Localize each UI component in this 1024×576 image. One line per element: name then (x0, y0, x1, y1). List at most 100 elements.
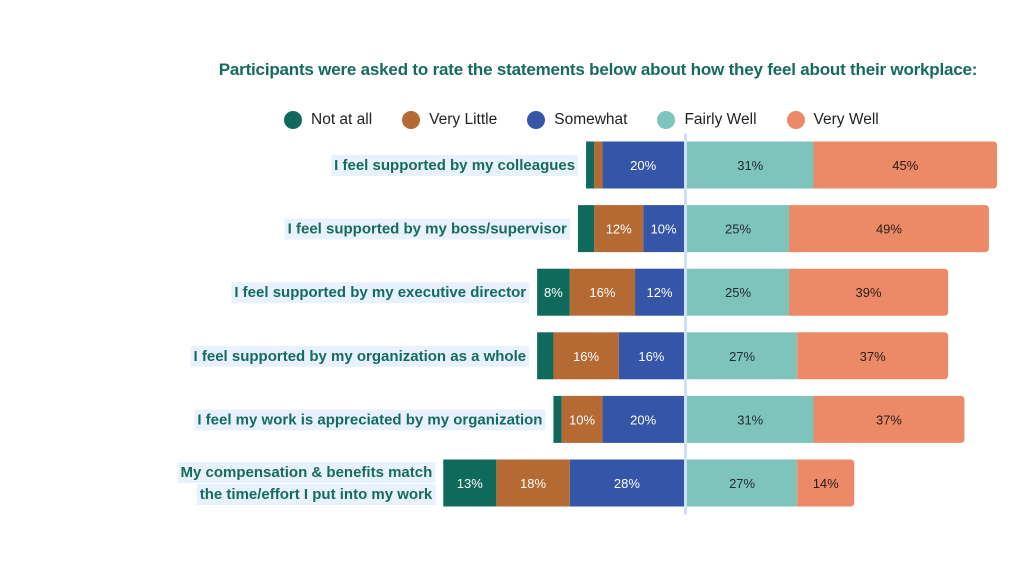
bar-segment-fairly-well (687, 395, 814, 443)
legend-swatch-very-little (402, 111, 421, 129)
legend-swatch-very-well (786, 111, 805, 129)
category-label-highlight (196, 484, 436, 505)
data-label-very-little: 10% (569, 412, 595, 427)
bar-segment-very-little (594, 205, 644, 253)
legend-swatch-not-at-all (284, 111, 302, 129)
bar-segment-not-at-all (443, 459, 497, 507)
category-label: I feel supported by my executive directo… (231, 282, 530, 304)
category-label-text: the time/effort I put into my work (200, 486, 433, 503)
data-label-fairly-well: 25% (725, 285, 751, 300)
data-label-not-at-all: 8% (544, 285, 563, 300)
bar-segment-fairly-well (687, 459, 798, 507)
category-label: I feel supported by my organization as a… (190, 345, 530, 367)
category-label-text: My compensation & benefits match (181, 464, 433, 481)
category-label-highlight (190, 345, 530, 367)
category-label-text: I feel supported by my executive directo… (234, 284, 526, 301)
legend-item-very-well: Very Well (786, 111, 879, 129)
data-label-fairly-well: 31% (737, 412, 763, 427)
category-label: My compensation & benefits match the time… (177, 462, 436, 505)
legend-swatch-somewhat (527, 111, 546, 129)
data-label-very-well: 37% (860, 349, 886, 364)
legend-item-somewhat: Somewhat (527, 111, 627, 129)
bar-segment-not-at-all (537, 268, 570, 316)
bar-segment-very-little (496, 459, 570, 507)
bar-segment-not-at-all (537, 332, 554, 380)
data-label-somewhat: 16% (638, 349, 664, 364)
bar-segment-not-at-all (586, 141, 595, 189)
category-label-text: I feel supported by my colleagues (334, 157, 575, 174)
legend-label: Not at all (311, 111, 373, 128)
data-label-very-little: 12% (606, 222, 632, 237)
bar-segment-not-at-all (577, 205, 595, 253)
bar-row: 28% 18% 13% 27% 14% My compensation & benefit… (177, 459, 855, 507)
chart-title: Participants were asked to rate the stat… (218, 60, 978, 79)
legend: Not at all Very Little Somewhat Fairly W… (284, 111, 909, 129)
bar-segment-very-little (561, 395, 603, 443)
data-label-somewhat: 10% (651, 222, 677, 237)
bar-segment-very-well (797, 459, 855, 507)
bar-segment-fairly-well (687, 268, 789, 316)
legend-label: Very Well (813, 111, 879, 128)
bar-row: 10% 12% 25% 49% I feel supported by my boss/… (284, 205, 989, 253)
bar-segment-fairly-well (687, 141, 814, 189)
bar-row: 12% 16% 8% 25% 39% I feel supported by my exe… (231, 268, 949, 316)
data-label-somewhat: 12% (647, 285, 673, 300)
bar-row: 20% 10% 31% 37% I feel my work is appreciate… (194, 395, 965, 443)
data-label-very-well: 37% (876, 412, 902, 427)
data-label-fairly-well: 27% (729, 349, 755, 364)
legend-item-fairly-well: Fairly Well (657, 111, 757, 129)
bar-segment-fairly-well (687, 205, 789, 253)
category-label-text: I feel my work is appreciated by my orga… (197, 411, 542, 428)
bar-segment-very-well (789, 268, 949, 316)
data-label-very-well: 39% (856, 285, 882, 300)
bar-row: 20% 31% 45% I feel supported by my colleagu… (331, 141, 998, 189)
category-label-highlight (331, 155, 579, 176)
category-label: I feel my work is appreciated by my orga… (194, 409, 546, 431)
bar-segment-somewhat (602, 141, 684, 189)
bar-segment-very-well (813, 141, 998, 189)
category-label-highlight (194, 409, 546, 431)
bar-segment-somewhat (602, 395, 684, 443)
category-label-highlight (284, 218, 571, 240)
category-label: I feel supported by my colleagues (331, 155, 579, 176)
bar-row: 16% 16% 27% 37% I feel supported by my organ… (190, 332, 949, 380)
data-label-very-little: 16% (589, 285, 615, 300)
data-label-somewhat: 28% (614, 476, 640, 491)
category-label-highlight (177, 462, 436, 483)
legend-label: Fairly Well (684, 111, 757, 128)
bar-segment-somewhat (569, 459, 684, 507)
bar-segment-somewhat (635, 268, 684, 316)
data-label-fairly-well: 31% (737, 158, 763, 173)
category-label-highlight (231, 282, 530, 304)
data-label-very-well: 45% (892, 158, 918, 173)
data-label-somewhat: 20% (630, 412, 656, 427)
category-label-text: I feel supported by my organization as a… (194, 348, 527, 365)
bar-segment-very-well (789, 205, 989, 253)
data-label-very-well: 49% (876, 222, 902, 237)
center-divider (684, 133, 687, 515)
data-label-very-little: 16% (573, 349, 599, 364)
bar-segment-very-well (797, 332, 949, 380)
legend-label: Somewhat (554, 111, 628, 128)
data-label-somewhat: 20% (630, 158, 656, 173)
bar-segment-very-little (553, 332, 619, 380)
bar-segment-very-well (813, 395, 965, 443)
bar-segment-not-at-all (553, 395, 562, 443)
category-label-text: I feel supported by my boss/supervisor (288, 221, 567, 238)
data-label-not-at-all: 13% (457, 476, 483, 491)
bar-segment-somewhat (643, 205, 684, 253)
data-label-fairly-well: 25% (725, 222, 751, 237)
bar-segment-somewhat (618, 332, 684, 380)
bar-segment-very-little (594, 141, 603, 189)
data-label-very-well: 14% (813, 476, 839, 491)
legend-item-not-at-all: Not at all (284, 111, 372, 129)
legend-label: Very Little (429, 111, 498, 128)
data-label-fairly-well: 27% (729, 476, 755, 491)
bar-segment-very-little (569, 268, 636, 316)
legend-item-very-little: Very Little (402, 111, 497, 129)
data-label-very-little: 18% (520, 476, 546, 491)
bar-segment-fairly-well (687, 332, 798, 380)
legend-swatch-fairly-well (657, 111, 676, 129)
category-label: I feel supported by my boss/supervisor (284, 218, 571, 240)
